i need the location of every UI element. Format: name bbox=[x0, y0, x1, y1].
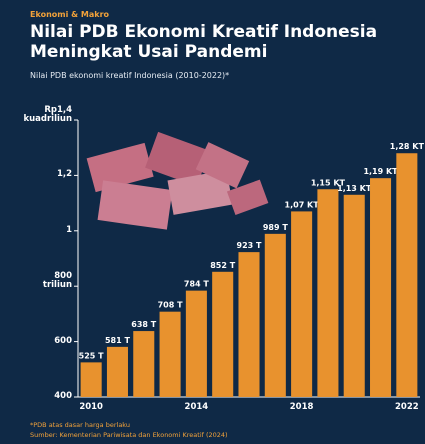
x-tick-label: 2022 bbox=[395, 402, 419, 412]
x-tick-label: 2010 bbox=[79, 402, 103, 412]
chart-subtitle: Nilai PDB ekonomi kreatif Indonesia (201… bbox=[30, 71, 230, 80]
data-label: 638 T bbox=[131, 320, 156, 329]
x-tick-label: 2014 bbox=[185, 402, 209, 412]
x-tick-label: 2018 bbox=[290, 402, 314, 412]
data-label: 708 T bbox=[158, 301, 183, 310]
bar bbox=[212, 271, 234, 397]
footnote: *PDB atas dasar harga berlaku bbox=[30, 421, 130, 429]
data-label: 1,07 KT bbox=[285, 200, 320, 209]
bar bbox=[396, 153, 418, 397]
bar bbox=[106, 346, 128, 397]
data-label: 852 T bbox=[210, 261, 235, 270]
money-stack bbox=[195, 142, 250, 189]
money-stack bbox=[226, 179, 269, 216]
bar bbox=[264, 233, 286, 397]
y-tick-label: 800 triliun bbox=[42, 271, 72, 291]
chart-title: Nilai PDB Ekonomi Kreatif Indonesia Meni… bbox=[30, 22, 378, 62]
bar bbox=[370, 178, 392, 397]
data-label: 525 T bbox=[79, 351, 104, 360]
data-label: 1,13 KT bbox=[337, 184, 372, 193]
bar bbox=[185, 290, 207, 397]
y-tick-label: Rp1,4 kuadriliun bbox=[23, 105, 72, 124]
bar bbox=[291, 211, 313, 397]
money-stack bbox=[167, 170, 233, 215]
money-stack bbox=[145, 131, 210, 187]
bar bbox=[343, 194, 365, 397]
money-stack bbox=[86, 142, 154, 193]
bar bbox=[133, 331, 155, 397]
kicker: Ekonomi & Makro bbox=[30, 10, 110, 19]
data-label: 989 T bbox=[263, 223, 288, 232]
bar bbox=[317, 189, 339, 397]
y-tick-label: 1,2 bbox=[56, 169, 72, 180]
data-label: 923 T bbox=[237, 241, 262, 250]
data-label: 1,19 KT bbox=[363, 167, 398, 176]
data-label: 581 T bbox=[105, 336, 130, 345]
data-label: 784 T bbox=[184, 280, 209, 289]
y-tick-label: 600 bbox=[54, 335, 72, 346]
bar bbox=[238, 252, 260, 397]
money-stack bbox=[97, 180, 173, 230]
y-tick-label: 1 bbox=[66, 224, 72, 235]
bar bbox=[159, 311, 181, 397]
data-label: 1,15 KT bbox=[311, 178, 346, 187]
bar bbox=[80, 362, 102, 397]
money-illustration bbox=[86, 131, 269, 230]
source: Sumber: Kementerian Pariwisata dan Ekono… bbox=[30, 431, 228, 439]
data-label: 1,28 KT bbox=[390, 142, 425, 151]
y-tick-label: 400 bbox=[54, 391, 72, 401]
